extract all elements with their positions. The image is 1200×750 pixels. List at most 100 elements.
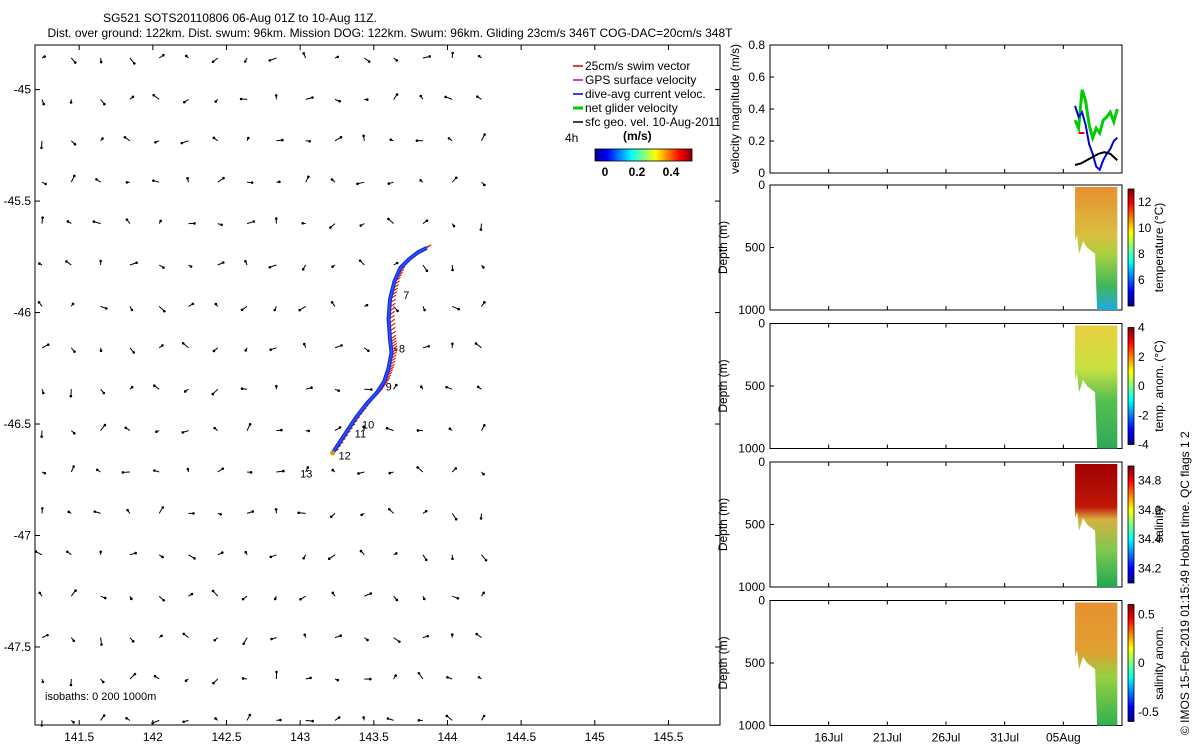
velocity-arrow-head — [330, 178, 334, 181]
velocity-arrow-head — [367, 349, 370, 353]
map-x-tick-label: 143 — [290, 730, 310, 744]
velocity-arrow-head — [456, 597, 460, 600]
velocity-arrow-head — [307, 175, 310, 179]
velocity-arrow-head — [452, 224, 456, 228]
legend-label: dive-avg current veloc. — [585, 87, 706, 101]
velocity-arrow-head — [479, 228, 483, 231]
panel-x-tick-label: 26Jul — [932, 731, 961, 745]
colorbar — [1127, 604, 1135, 722]
velocity-arrow-head — [306, 466, 310, 469]
velocity-arrow-head — [104, 307, 108, 310]
velocity-arrow-head — [356, 182, 359, 186]
velocity-arrow-head — [362, 716, 365, 719]
velocity-arrow-head — [417, 671, 421, 675]
velocity-arrow-head — [275, 384, 278, 388]
velocity-arrow-head — [184, 54, 188, 58]
velocity-arrow-head — [243, 60, 247, 63]
velocity-arrow-head — [246, 136, 250, 140]
velocity-arrow-head — [398, 640, 401, 643]
velocity-arrow-head — [182, 632, 186, 636]
velocity-arrow-head — [395, 93, 399, 96]
velocity-arrow-head — [193, 557, 196, 560]
day-label: 7 — [403, 290, 409, 302]
velocity-arrow-head — [73, 350, 76, 353]
velocity-y-tick-label: 0.6 — [748, 70, 765, 84]
velocity-arrow-head — [74, 589, 77, 592]
velocity-arrow-head — [477, 675, 481, 679]
velocity-arrow-head — [448, 427, 452, 431]
velocity-arrow-head — [65, 260, 68, 263]
velocity-arrow-head — [395, 598, 399, 602]
velocity-arrow-head — [133, 62, 136, 65]
velocity-arrow-head — [395, 261, 399, 265]
velocity-arrow-head — [66, 550, 69, 554]
depth-tick-label: 1000 — [738, 303, 765, 317]
velocity-arrow-head — [99, 550, 103, 554]
velocity-arrow-head — [250, 181, 254, 184]
velocity-arrow-head — [133, 672, 137, 676]
velocity-arrow-head — [427, 344, 431, 348]
velocity-y-tick-label: 0.4 — [748, 102, 765, 116]
colorbar-tick-2: 0.4 — [663, 165, 680, 179]
velocity-arrow-head — [135, 261, 138, 265]
day-label: 13 — [300, 469, 312, 481]
velocity-arrow-head — [211, 589, 215, 593]
velocity-arrow-head — [358, 259, 362, 262]
velocity-y-tick-label: 0 — [758, 166, 765, 180]
velocity-arrow-head — [451, 342, 454, 346]
day-label: 10 — [362, 419, 374, 431]
velocity-arrow-head — [125, 218, 129, 221]
velocity-arrow-head — [417, 719, 421, 722]
velocity-arrow-head — [102, 714, 106, 717]
velocity-arrow-head — [336, 55, 340, 59]
depth-tick-label: 500 — [745, 518, 765, 532]
speed-colorbar — [594, 148, 693, 162]
profile-data — [1075, 187, 1118, 310]
depth-ylabel: Depth (m) — [716, 359, 730, 412]
velocity-arrow-head — [153, 674, 157, 678]
velocity-arrow-head — [67, 510, 71, 514]
velocity-arrow-head — [268, 265, 272, 269]
velocity-arrow-head — [41, 507, 44, 510]
velocity-arrow-head — [211, 60, 215, 64]
legend-label: sfc geo. vel. 10-Aug-2011 — [585, 115, 721, 129]
velocity-arrow-head — [311, 96, 314, 99]
velocity-arrow-head — [101, 680, 105, 684]
velocity-arrow-head — [426, 634, 429, 638]
colorbar-tick-label: 34.6 — [1138, 503, 1162, 517]
velocity-arrow-head — [338, 99, 341, 103]
depth-ylabel: Depth (m) — [716, 636, 730, 689]
map-y-tick-label: -45.5 — [4, 194, 32, 208]
glider-track — [330, 244, 432, 456]
velocity-arrow-head — [153, 469, 156, 472]
velocity-arrow-head — [338, 426, 342, 429]
velocity-arrow-head — [182, 720, 185, 724]
velocity-arrow-head — [367, 60, 371, 63]
velocity-arrow-head — [123, 136, 127, 139]
colorbar-tick-label: 6 — [1138, 273, 1145, 287]
velocity-arrow-head — [40, 724, 44, 727]
velocity-arrow-head — [280, 428, 283, 432]
colorbar-tick-label: 8 — [1138, 247, 1145, 261]
map-y-tick-label: -46 — [14, 306, 32, 320]
map-x-tick-label: 144.5 — [506, 730, 536, 744]
profile-panel: 0 500 1000 16Jul 21Jul 26Jul 31Jul 05Aug Depth (… — [716, 594, 1166, 745]
velocity-arrow-head — [43, 55, 46, 58]
map-axes: 141.5 142 142.5 143 143.5 144 144.5 145 145.5 -4… — [4, 44, 721, 744]
colorbar-tick-label: -4 — [1138, 438, 1149, 452]
velocity-arrow-head — [419, 94, 423, 98]
velocity-arrow-head — [41, 391, 45, 395]
day-label: 12 — [338, 451, 350, 463]
plot-title-line2: Dist. over ground: 122km. Dist. swum: 96… — [47, 26, 733, 40]
velocity-arrow-head — [240, 387, 244, 391]
colorbar-tick-label: 10 — [1138, 221, 1152, 235]
velocity-arrow-head — [130, 597, 133, 601]
velocity-arrow-head — [366, 638, 369, 642]
velocity-arrow-head — [251, 510, 255, 513]
day-label: 9 — [386, 382, 392, 394]
panel-x-tick-label: 21Jul — [873, 731, 902, 745]
velocity-arrow-head — [181, 341, 185, 345]
velocity-arrow-head — [424, 509, 428, 513]
colorbar — [1127, 327, 1135, 445]
